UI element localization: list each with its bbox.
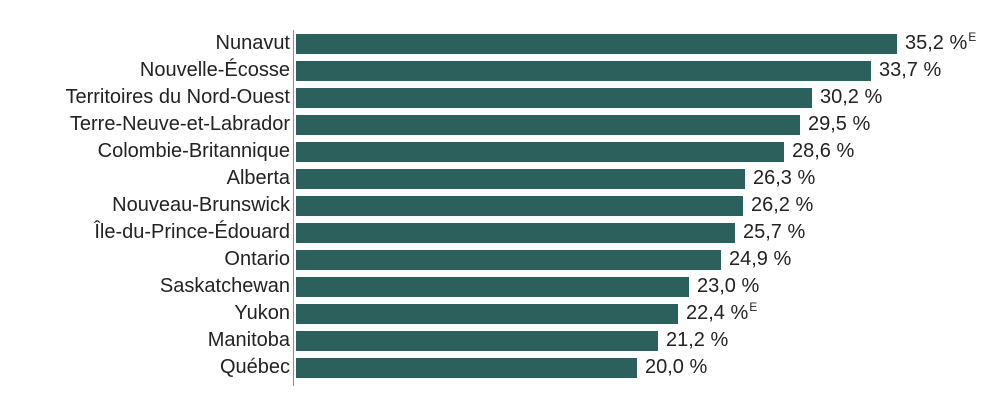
bar (296, 276, 689, 297)
estimate-flag: E (749, 300, 758, 315)
bar-cell: 26,3 % (296, 167, 815, 190)
bar (296, 357, 637, 378)
category-label: Saskatchewan (159, 275, 290, 297)
category-label: Terre-Neuve-et-Labrador (69, 113, 290, 135)
category-label: Manitoba (207, 329, 290, 351)
bar-cell: 25,7 % (296, 221, 805, 244)
category-label: Alberta (226, 167, 290, 189)
value-label: 26,2 % (751, 194, 814, 216)
bar-cell: 30,2 % (296, 86, 882, 109)
value-label: 33,7 % (879, 59, 942, 81)
bar-row: Manitoba 21,2 % (0, 327, 1000, 354)
value-label: 21,2 % (666, 329, 729, 351)
value-label: 35,2 %E (905, 30, 977, 54)
bar (296, 195, 743, 216)
bar-cell: 21,2 % (296, 329, 728, 352)
bar (296, 33, 897, 54)
bar (296, 249, 721, 270)
category-label: Nouvelle-Écosse (139, 59, 290, 81)
bar-cell: 35,2 %E (296, 30, 977, 55)
value-label: 22,4 %E (686, 300, 758, 324)
bar (296, 303, 678, 324)
bar-row: Alberta 26,3 % (0, 165, 1000, 192)
bar-row: Nouveau-Brunswick 26,2 % (0, 192, 1000, 219)
category-label: Nouveau-Brunswick (112, 194, 290, 216)
bar-cell: 22,4 %E (296, 300, 758, 325)
value-label: 20,0 % (645, 356, 708, 378)
category-label: Colombie-Britannique (97, 140, 290, 162)
bar-row: Nunavut 35,2 %E (0, 30, 1000, 57)
bar-row: Québec 20,0 % (0, 354, 1000, 381)
chart-rows: Nunavut 35,2 %E Nouvelle-Écosse 33,7 % Terri… (0, 30, 1000, 381)
category-label: Nunavut (215, 32, 291, 54)
value-label: 23,0 % (697, 275, 760, 297)
category-label: Ontario (224, 248, 290, 270)
bar (296, 60, 871, 81)
bar-row: Saskatchewan 23,0 % (0, 273, 1000, 300)
value-label: 24,9 % (729, 248, 792, 270)
value-label: 25,7 % (743, 221, 806, 243)
category-label: Yukon (234, 302, 290, 324)
category-label: Territoires du Nord-Ouest (65, 86, 290, 108)
bar (296, 141, 784, 162)
bar-cell: 29,5 % (296, 113, 870, 136)
value-label: 28,6 % (792, 140, 855, 162)
y-axis-line (293, 30, 294, 386)
bar (296, 114, 800, 135)
category-label: Île-du-Prince-Édouard (94, 221, 290, 243)
bar-row: Yukon 22,4 %E (0, 300, 1000, 327)
bar (296, 168, 745, 189)
bar (296, 222, 735, 243)
value-label: 30,2 % (820, 86, 883, 108)
value-label: 26,3 % (753, 167, 816, 189)
bar-row: Colombie-Britannique 28,6 % (0, 138, 1000, 165)
bar-row: Ontario 24,9 % (0, 246, 1000, 273)
bar (296, 87, 812, 108)
bar (296, 330, 658, 351)
value-label: 29,5 % (808, 113, 871, 135)
bar-cell: 20,0 % (296, 356, 707, 379)
category-label: Québec (219, 356, 290, 378)
bar-cell: 23,0 % (296, 275, 759, 298)
bar-row: Terre-Neuve-et-Labrador 29,5 % (0, 111, 1000, 138)
bar-row: Nouvelle-Écosse 33,7 % (0, 57, 1000, 84)
bar-cell: 24,9 % (296, 248, 791, 271)
bar-cell: 28,6 % (296, 140, 854, 163)
bar-cell: 33,7 % (296, 59, 941, 82)
bar-cell: 26,2 % (296, 194, 813, 217)
estimate-flag: E (968, 30, 977, 45)
bar-row: Territoires du Nord-Ouest 30,2 % (0, 84, 1000, 111)
bar-row: Île-du-Prince-Édouard 25,7 % (0, 219, 1000, 246)
